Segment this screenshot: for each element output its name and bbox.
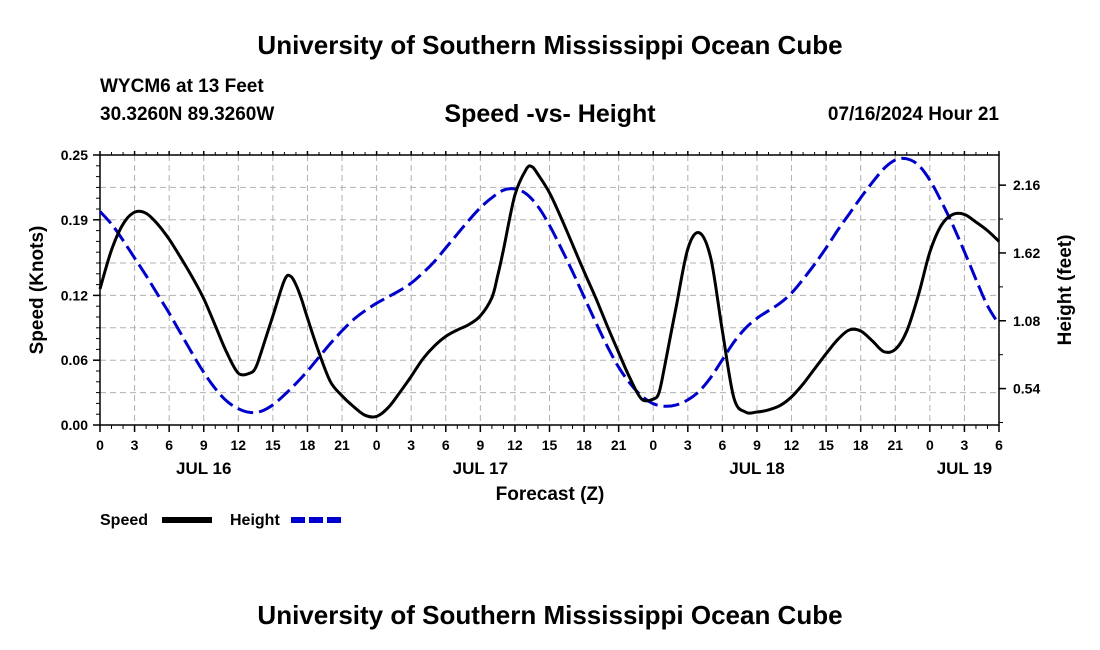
x-day-label: JUL 19: [937, 459, 992, 478]
legend-speed-label: Speed: [100, 512, 148, 529]
x-tick-label: 12: [231, 437, 247, 453]
y2-tick-label: 1.08: [1013, 313, 1040, 329]
x-tick-label: 6: [718, 437, 726, 453]
x-tick-label: 9: [476, 437, 484, 453]
x-tick-label: 6: [442, 437, 450, 453]
grid-lines: [100, 155, 999, 425]
series-layer: [98, 156, 1001, 419]
y-tick-label: 0.12: [61, 287, 88, 303]
x-day-label: JUL 17: [453, 459, 508, 478]
x-tick-label: 0: [96, 437, 104, 453]
x-tick-label: 21: [611, 437, 627, 453]
x-tick-label: 15: [542, 437, 558, 453]
y2-tick-label: 0.54: [1013, 381, 1040, 397]
x-tick-label: 18: [853, 437, 869, 453]
legend: Speed Height: [100, 512, 343, 529]
footer-title: University of Southern Mississippi Ocean…: [257, 600, 843, 630]
axes-layer: 0 3 6 9 12 15 18 21 0 3 6 9 12 15 18 21 0 3 6 9 12 15 18 21 0 3 6J…: [61, 147, 1041, 478]
height-series-line: [98, 156, 1001, 415]
x-tick-label: 21: [334, 437, 350, 453]
y-tick-label: 0.00: [61, 417, 88, 433]
legend-height-label: Height: [230, 512, 280, 529]
y-tick-label: 0.19: [61, 212, 88, 228]
x-tick-label: 18: [576, 437, 592, 453]
x-tick-label: 3: [961, 437, 969, 453]
x-tick-label: 12: [507, 437, 523, 453]
x-tick-label: 3: [407, 437, 415, 453]
x-tick-label: 6: [165, 437, 173, 453]
x-tick-label: 12: [784, 437, 800, 453]
x-tick-label: 0: [926, 437, 934, 453]
chart-subtitle: Speed -vs- Height: [444, 100, 656, 128]
x-axis-title: Forecast (Z): [496, 484, 605, 505]
station-label: WYCM6 at 13 Feet: [100, 76, 264, 97]
speed-series-line: [98, 164, 1001, 419]
x-tick-label: 3: [684, 437, 692, 453]
y2-axis-title: Height (feet): [1055, 235, 1076, 346]
x-tick-label: 21: [887, 437, 903, 453]
y2-tick-label: 2.16: [1013, 177, 1040, 193]
forecast-datestamp: 07/16/2024 Hour 21: [827, 104, 999, 125]
y-axis-title: Speed (Knots): [27, 226, 48, 355]
x-tick-label: 9: [200, 437, 208, 453]
x-tick-label: 15: [265, 437, 281, 453]
x-day-label: JUL 16: [176, 459, 231, 478]
y-tick-label: 0.06: [61, 352, 88, 368]
x-tick-label: 6: [995, 437, 1003, 453]
x-tick-label: 15: [818, 437, 834, 453]
x-tick-label: 0: [649, 437, 657, 453]
x-day-label: JUL 18: [729, 459, 784, 478]
y-tick-label: 0.25: [61, 147, 88, 163]
x-tick-label: 18: [300, 437, 316, 453]
station-coordinates: 30.3260N 89.3260W: [100, 104, 275, 125]
main-title: University of Southern Mississippi Ocean…: [257, 30, 843, 60]
x-tick-label: 3: [131, 437, 139, 453]
y2-tick-label: 1.62: [1013, 245, 1040, 261]
x-tick-label: 9: [753, 437, 761, 453]
x-tick-label: 0: [373, 437, 381, 453]
